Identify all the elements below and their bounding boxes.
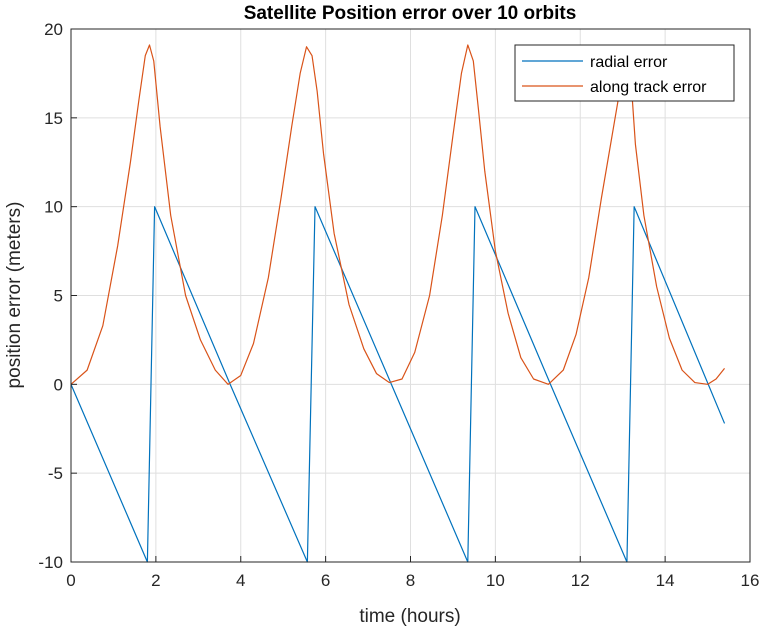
y-tick-label: 5 — [54, 287, 63, 306]
chart-title: Satellite Position error over 10 orbits — [244, 3, 577, 24]
y-tick-label: -5 — [48, 464, 63, 483]
x-axis-label: time (hours) — [359, 606, 460, 627]
y-tick-label: 15 — [44, 109, 63, 128]
x-tick-label: 4 — [236, 571, 245, 590]
x-tick-label: 14 — [656, 571, 675, 590]
x-tick-label: 0 — [66, 571, 75, 590]
legend-box — [514, 44, 735, 102]
x-tick-label: 12 — [571, 571, 590, 590]
y-tick-label: 0 — [54, 375, 63, 394]
legend-entry-along-track: along track error — [590, 79, 707, 96]
y-tick-label: -10 — [38, 553, 63, 572]
legend-entry-radial: radial error — [590, 54, 668, 71]
y-tick-labels: -10 -5 0 5 10 15 20 — [38, 20, 63, 572]
x-tick-label: 8 — [406, 571, 415, 590]
x-tick-label: 16 — [741, 571, 760, 590]
x-tick-label: 6 — [321, 571, 330, 590]
tick-marks — [70, 28, 751, 563]
x-tick-label: 2 — [151, 571, 160, 590]
legend: radial error along track error — [514, 44, 735, 102]
y-axis-label: position error (meters) — [4, 202, 25, 389]
y-tick-label: 10 — [44, 198, 63, 217]
x-tick-label: 10 — [486, 571, 505, 590]
y-tick-label: 20 — [44, 20, 63, 39]
x-tick-labels: 0 2 4 6 8 10 12 14 16 — [66, 571, 759, 590]
